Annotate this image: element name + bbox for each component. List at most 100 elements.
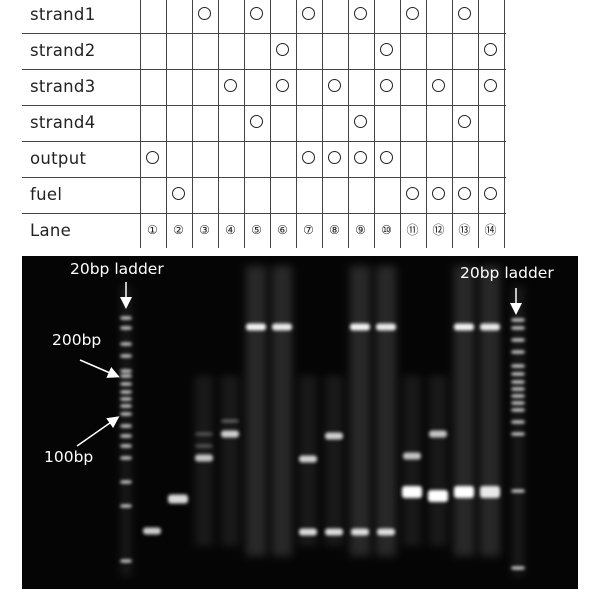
circle-mark-icon xyxy=(146,151,159,164)
cell-lane-1 xyxy=(140,141,166,177)
cell-lane-9 xyxy=(348,69,374,105)
cell-lane-12 xyxy=(426,69,452,105)
cell-lane-2 xyxy=(166,177,192,213)
ladder-band-right xyxy=(511,432,525,436)
ladder-band-right xyxy=(511,372,525,376)
circle-mark-icon xyxy=(484,79,497,92)
lane-number: ⑭ xyxy=(484,223,497,237)
cell-lane-5 xyxy=(244,177,270,213)
gel-band xyxy=(377,528,395,536)
lane-number: ⑦ xyxy=(303,223,314,237)
gel-band xyxy=(403,452,421,460)
circle-mark-icon xyxy=(380,79,393,92)
cell-lane-2 xyxy=(166,69,192,105)
ladder-band-left xyxy=(120,374,132,378)
gel-bands xyxy=(76,266,525,576)
ladder-band-right xyxy=(511,387,525,391)
cell-lane-3 xyxy=(192,33,218,69)
table-vline xyxy=(452,0,453,248)
circle-mark-icon xyxy=(458,7,471,20)
row-label: output xyxy=(30,149,87,168)
cell-lane-9 xyxy=(348,33,374,69)
circle-mark-icon xyxy=(276,43,289,56)
cell-lane-13 xyxy=(452,177,478,213)
cell-lane-8 xyxy=(322,105,348,141)
cell-lane-5 xyxy=(244,0,270,33)
gel-smear xyxy=(376,266,396,556)
cell-lane-5 xyxy=(244,33,270,69)
lane-number: ⑤ xyxy=(251,223,262,237)
cell-lane-8 xyxy=(322,177,348,213)
circle-mark-icon xyxy=(250,115,263,128)
circle-mark-icon xyxy=(328,79,341,92)
circle-mark-icon xyxy=(458,187,471,200)
cell-lane-3 xyxy=(192,0,218,33)
cell-lane-11 xyxy=(400,0,426,33)
table-vline xyxy=(244,0,245,248)
ladder-band-left xyxy=(120,326,132,330)
gel-band xyxy=(454,486,474,498)
circle-mark-icon xyxy=(458,115,471,128)
gel-smear xyxy=(221,376,239,546)
gel-smear xyxy=(454,266,474,556)
table-vline xyxy=(270,0,271,248)
table-row-strand1: strand1 xyxy=(22,0,506,33)
lane-number-cell: ⑭ xyxy=(478,213,504,249)
lane-number-cell: ⑨ xyxy=(348,213,374,249)
lane-number: ③ xyxy=(199,223,210,237)
cell-lane-13 xyxy=(452,69,478,105)
gel-band xyxy=(168,494,188,504)
cell-lane-13 xyxy=(452,141,478,177)
gel-smear xyxy=(429,376,447,546)
cell-lane-5 xyxy=(244,141,270,177)
cell-lane-12 xyxy=(426,177,452,213)
ladder-band-left xyxy=(120,397,132,401)
cell-lane-12 xyxy=(426,141,452,177)
cell-lane-4 xyxy=(218,141,244,177)
cell-lane-10 xyxy=(374,0,400,33)
cell-lane-11 xyxy=(400,69,426,105)
cell-lane-10 xyxy=(374,105,400,141)
lane-number-cell: ⑥ xyxy=(270,213,296,249)
table-vline xyxy=(504,0,505,248)
cell-lane-14 xyxy=(478,0,504,33)
cell-lane-11 xyxy=(400,105,426,141)
gel-image: 20bp ladder 20bp ladder 200bp 100bp xyxy=(22,256,578,589)
row-label: strand4 xyxy=(30,113,96,132)
ladder-band-right xyxy=(511,326,525,330)
cell-lane-14 xyxy=(478,69,504,105)
cell-lane-7 xyxy=(296,141,322,177)
cell-lane-11 xyxy=(400,141,426,177)
cell-lane-1 xyxy=(140,69,166,105)
lane-number-cell: ⑪ xyxy=(400,213,426,249)
gel-band xyxy=(221,419,239,423)
lane-number-cell: ⑬ xyxy=(452,213,478,249)
gel-band xyxy=(299,455,317,463)
row-label: strand1 xyxy=(30,5,96,24)
row-label: strand3 xyxy=(30,77,96,96)
table-vline xyxy=(218,0,219,248)
ladder-band-right xyxy=(511,318,525,322)
ladder-band-left xyxy=(120,456,132,460)
circle-mark-icon xyxy=(432,79,445,92)
cell-lane-11 xyxy=(400,33,426,69)
cell-lane-8 xyxy=(322,141,348,177)
gel-band xyxy=(376,323,396,331)
table-vline xyxy=(478,0,479,248)
marker-200bp-label: 200bp xyxy=(52,331,102,349)
cell-lane-6 xyxy=(270,33,296,69)
table-hline xyxy=(22,141,506,142)
circle-mark-icon xyxy=(328,151,341,164)
gel-band xyxy=(454,323,474,331)
cell-lane-14 xyxy=(478,105,504,141)
lane-number-cell: ② xyxy=(166,213,192,249)
circle-mark-icon xyxy=(380,43,393,56)
ladder-band-left xyxy=(120,504,132,508)
table-row-strand3: strand3 xyxy=(22,69,506,105)
cell-lane-10 xyxy=(374,69,400,105)
ladder-band-left xyxy=(120,412,132,416)
circle-mark-icon xyxy=(250,7,263,20)
lane-number: ⑨ xyxy=(355,223,366,237)
cell-lane-4 xyxy=(218,177,244,213)
table-vline xyxy=(426,0,427,248)
